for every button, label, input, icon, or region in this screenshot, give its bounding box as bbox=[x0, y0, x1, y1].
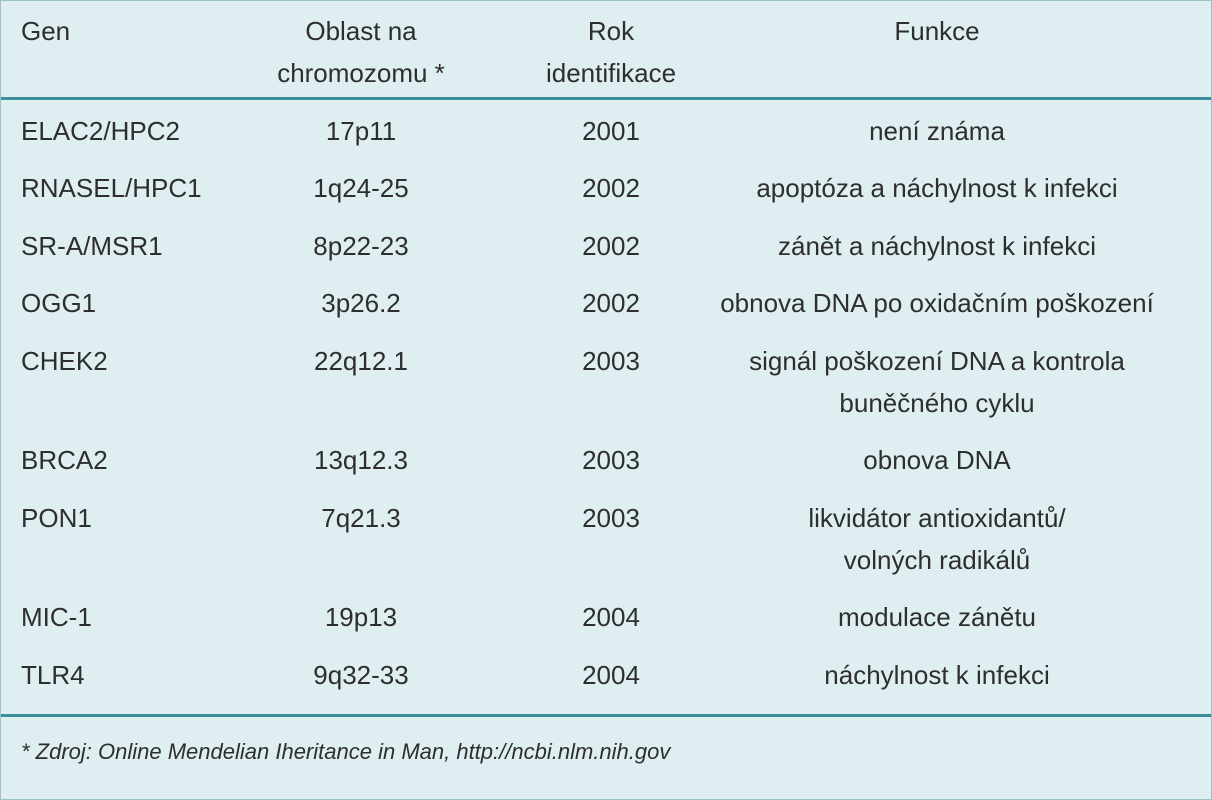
cell: 2002 bbox=[582, 230, 640, 261]
header-cell: Oblast na bbox=[305, 16, 417, 46]
header-rule bbox=[1, 97, 1211, 100]
cell: 13q12.3 bbox=[314, 445, 408, 476]
cell-line: není známa bbox=[869, 115, 1005, 146]
cell-line: modulace zánětu bbox=[837, 602, 1037, 633]
cell-line: obnova DNA po oxidačním poškození bbox=[720, 288, 1154, 319]
cell: MIC-1 bbox=[21, 602, 92, 633]
cell: OGG1 bbox=[21, 288, 97, 319]
cell: 1q24-25 bbox=[313, 173, 409, 204]
cell: 9q32-33 bbox=[313, 659, 409, 690]
cell: 2001 bbox=[582, 115, 640, 146]
cell-line: obnova DNA bbox=[863, 445, 1011, 476]
cell: 2004 bbox=[582, 659, 640, 690]
cell: 2003 bbox=[582, 345, 640, 376]
cell-line: signál poškození DNA a kontrola bbox=[749, 345, 1125, 376]
header-cell: Gen bbox=[21, 16, 71, 46]
cell: TLR4 bbox=[21, 659, 85, 690]
cell: 2002 bbox=[582, 173, 640, 204]
cell: 17p11 bbox=[325, 115, 397, 146]
cell: 2004 bbox=[582, 602, 640, 633]
header-cell: chromozomu * bbox=[277, 58, 445, 88]
cell-line: volných radikálů bbox=[843, 544, 1031, 575]
cell: 8p22-23 bbox=[313, 230, 409, 261]
cell: 19p13 bbox=[324, 602, 398, 633]
cell-line: náchylnost k infekci bbox=[824, 659, 1050, 690]
cell: BRCA2 bbox=[21, 445, 108, 476]
cell: 3p26.2 bbox=[321, 288, 401, 319]
cell-line: apoptóza a náchylnost k infekci bbox=[756, 173, 1118, 204]
header-cell: Funkce bbox=[894, 16, 980, 46]
footnote: * Zdroj: Online Mendelian Iheritance in … bbox=[21, 739, 671, 764]
cell: 2003 bbox=[582, 445, 640, 476]
cell: PON1 bbox=[21, 502, 92, 533]
cell: ELAC2/HPC2 bbox=[21, 115, 180, 146]
cell-line: buněčného cyklu bbox=[839, 387, 1035, 418]
cell-line: likvidátor antioxidantů/ bbox=[808, 502, 1066, 533]
header-cell: identifikace bbox=[545, 58, 677, 88]
cell-line: zánět a náchylnost k infekci bbox=[778, 230, 1096, 261]
cell: 2003 bbox=[582, 502, 640, 533]
bottom-rule bbox=[1, 714, 1211, 717]
cell: CHEK2 bbox=[21, 345, 108, 376]
cell: 2002 bbox=[582, 288, 640, 319]
cell: SR-A/MSR1 bbox=[21, 230, 163, 261]
header-cell: Rok bbox=[587, 16, 635, 46]
cell: 7q21.3 bbox=[321, 502, 401, 533]
cell: RNASEL/HPC1 bbox=[21, 173, 202, 204]
cell: 22q12.1 bbox=[314, 345, 408, 376]
